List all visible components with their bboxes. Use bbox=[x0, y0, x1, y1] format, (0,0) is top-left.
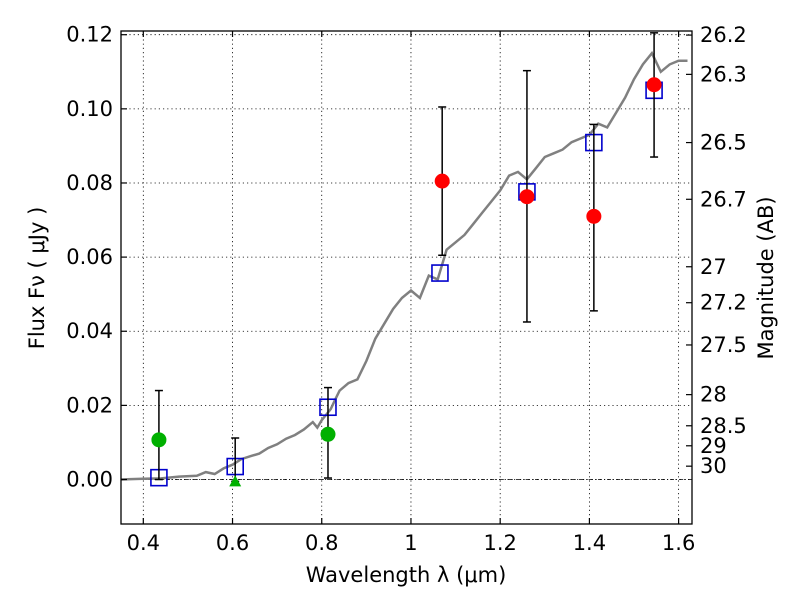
right-axis-label: Magnitude (AB) bbox=[754, 196, 778, 359]
mag-tick-label: 28.5 bbox=[700, 414, 747, 438]
y-tick-label: 0.12 bbox=[66, 23, 113, 47]
grid-lines bbox=[121, 31, 692, 524]
x-tick-label: 0.6 bbox=[216, 531, 249, 555]
observed-point bbox=[151, 432, 167, 448]
x-tick-label: 1.2 bbox=[483, 531, 516, 555]
mag-tick-label: 30 bbox=[700, 454, 727, 478]
mag-tick-label: 27 bbox=[700, 255, 727, 279]
mag-tick-label: 26.5 bbox=[700, 131, 747, 155]
x-tick-label: 0.8 bbox=[305, 531, 338, 555]
x-axis-label: Wavelength λ (μm) bbox=[306, 563, 507, 587]
mag-tick-label: 26.2 bbox=[700, 23, 747, 47]
mag-tick-label: 27.2 bbox=[700, 291, 747, 315]
observed-point bbox=[646, 77, 662, 93]
y-tick-label: 0.00 bbox=[66, 468, 113, 492]
y-tick-label: 0.02 bbox=[66, 393, 113, 417]
y-tick-label: 0.06 bbox=[66, 245, 113, 269]
mag-tick-label: 29 bbox=[700, 434, 727, 458]
plot-frame bbox=[120, 30, 693, 525]
observed-point bbox=[434, 173, 450, 189]
x-tick-label: 1 bbox=[404, 531, 417, 555]
mag-tick-label: 26.7 bbox=[700, 187, 747, 211]
observed-point bbox=[586, 208, 602, 224]
x-tick-label: 1.4 bbox=[573, 531, 606, 555]
y-tick-label: 0.08 bbox=[66, 171, 113, 195]
mag-tick-label: 26.3 bbox=[700, 62, 747, 86]
observed-point bbox=[519, 189, 535, 205]
upper-limit-triangle bbox=[229, 475, 242, 487]
y-tick-label: 0.10 bbox=[66, 97, 113, 121]
mag-tick-label: 28 bbox=[700, 383, 727, 407]
x-tick-label: 1.6 bbox=[662, 531, 695, 555]
x-tick-label: 0.4 bbox=[127, 531, 160, 555]
y-tick-label: 0.04 bbox=[66, 319, 113, 343]
y-axis-label: Flux Fν ( μJy ) bbox=[25, 207, 49, 350]
sed-model-line bbox=[120, 50, 688, 481]
mag-tick-label: 27.5 bbox=[700, 333, 747, 357]
ticks: 0.4 0.6 0.8 1 1.2 1.4 1.6 0.00 0.02 0.04 0.06 0.08 0… bbox=[66, 23, 747, 555]
plot-area bbox=[120, 32, 688, 487]
model-photometry-square bbox=[431, 264, 449, 282]
observed-point bbox=[320, 426, 336, 442]
